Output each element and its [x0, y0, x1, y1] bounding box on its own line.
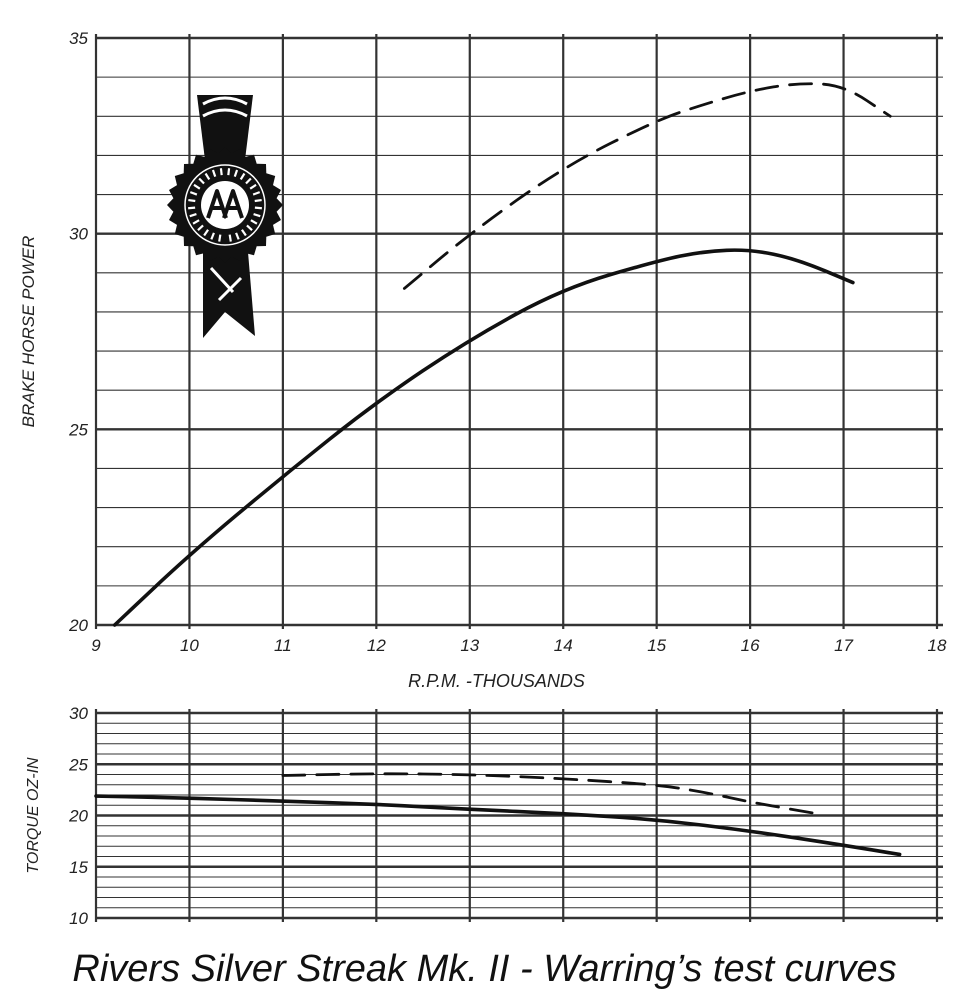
seal-lettering-mark [246, 224, 253, 232]
y-tick-label: 25 [68, 420, 88, 439]
y-tick-label: 35 [69, 29, 88, 48]
y-axis-label: TORQUE OZ-IN [25, 757, 42, 874]
series-line-dashed [281, 772, 817, 815]
ribbon-stripe [202, 96, 248, 118]
series-line-solid [94, 794, 902, 857]
seal-ring [184, 164, 266, 246]
ribbon-stripe [209, 266, 243, 302]
monogram-a-right [222, 189, 244, 219]
seal-lettering-mark [253, 213, 261, 218]
seal-lettering-mark [197, 224, 204, 232]
y-tick-label: 30 [69, 225, 88, 244]
aeromodeller-analysis-seal [167, 95, 283, 338]
x-tick-label: 18 [928, 636, 947, 655]
seal-lettering-mark [239, 172, 246, 181]
y-axis-label: BRAKE HORSE POWER [19, 236, 38, 428]
x-axis-label: R.P.M. -THOUSANDS [408, 671, 585, 691]
seal-lettering-mark [192, 219, 200, 225]
x-tick-label: 9 [91, 636, 101, 655]
x-tick-label: 16 [741, 636, 760, 655]
seal-lettering-mark [235, 232, 240, 240]
x-tick-label: 12 [367, 636, 386, 655]
figure-caption: Rivers Silver Streak Mk. II - Warring’s … [72, 948, 897, 990]
seal-lettering-mark [211, 169, 217, 177]
seal-lettering-mark [189, 213, 197, 218]
series-line-dashed [402, 82, 892, 290]
x-tick-label: 10 [180, 636, 199, 655]
y-tick-label: 20 [68, 807, 88, 826]
seal-lettering-mark [252, 191, 261, 196]
y-tick-label: 20 [68, 616, 88, 635]
seal-lettering-mark [203, 229, 209, 237]
seal-lettering-mark [198, 177, 205, 185]
seal-lettering-mark [233, 169, 239, 177]
seal-lettering-mark [227, 168, 231, 176]
seal-lettering-mark [188, 206, 196, 210]
seal-lettering-mark [250, 219, 258, 225]
seal-lettering-mark [245, 177, 252, 185]
series-line-solid [112, 248, 855, 627]
y-tick-label: 10 [69, 909, 88, 928]
y-tick-label: 25 [68, 755, 88, 774]
seal-lettering-mark [254, 198, 262, 203]
seal-lettering-mark [193, 183, 201, 190]
seal-lettering-mark [228, 234, 232, 242]
seal-lettering-mark [218, 234, 222, 242]
seal-lettering-mark [188, 198, 196, 203]
x-tick-label: 13 [460, 636, 479, 655]
seal-lettering-mark [249, 183, 257, 190]
monogram-a-left [206, 189, 228, 219]
seal-lettering-mark [204, 172, 211, 181]
seal-lettering-mark [241, 229, 247, 237]
x-tick-label: 15 [647, 636, 666, 655]
y-tick-label: 30 [69, 704, 88, 723]
x-tick-label: 14 [554, 636, 573, 655]
seal-lettering-mark [210, 232, 215, 240]
bhp-chart: 20 25 30 35 9 10 11 12 13 14 15 16 17 18 R.P.M. -THOUS… [19, 29, 947, 691]
seal-lettering-mark [189, 191, 198, 196]
seal-lettering-mark [219, 168, 223, 176]
y-tick-label: 15 [69, 858, 88, 877]
x-tick-label: 11 [274, 636, 292, 655]
seal-center [201, 181, 249, 229]
x-tick-label: 17 [834, 636, 853, 655]
torque-chart: 10 15 20 25 30 TORQUE OZ-IN [25, 704, 943, 928]
seal-lettering-mark [254, 206, 262, 210]
